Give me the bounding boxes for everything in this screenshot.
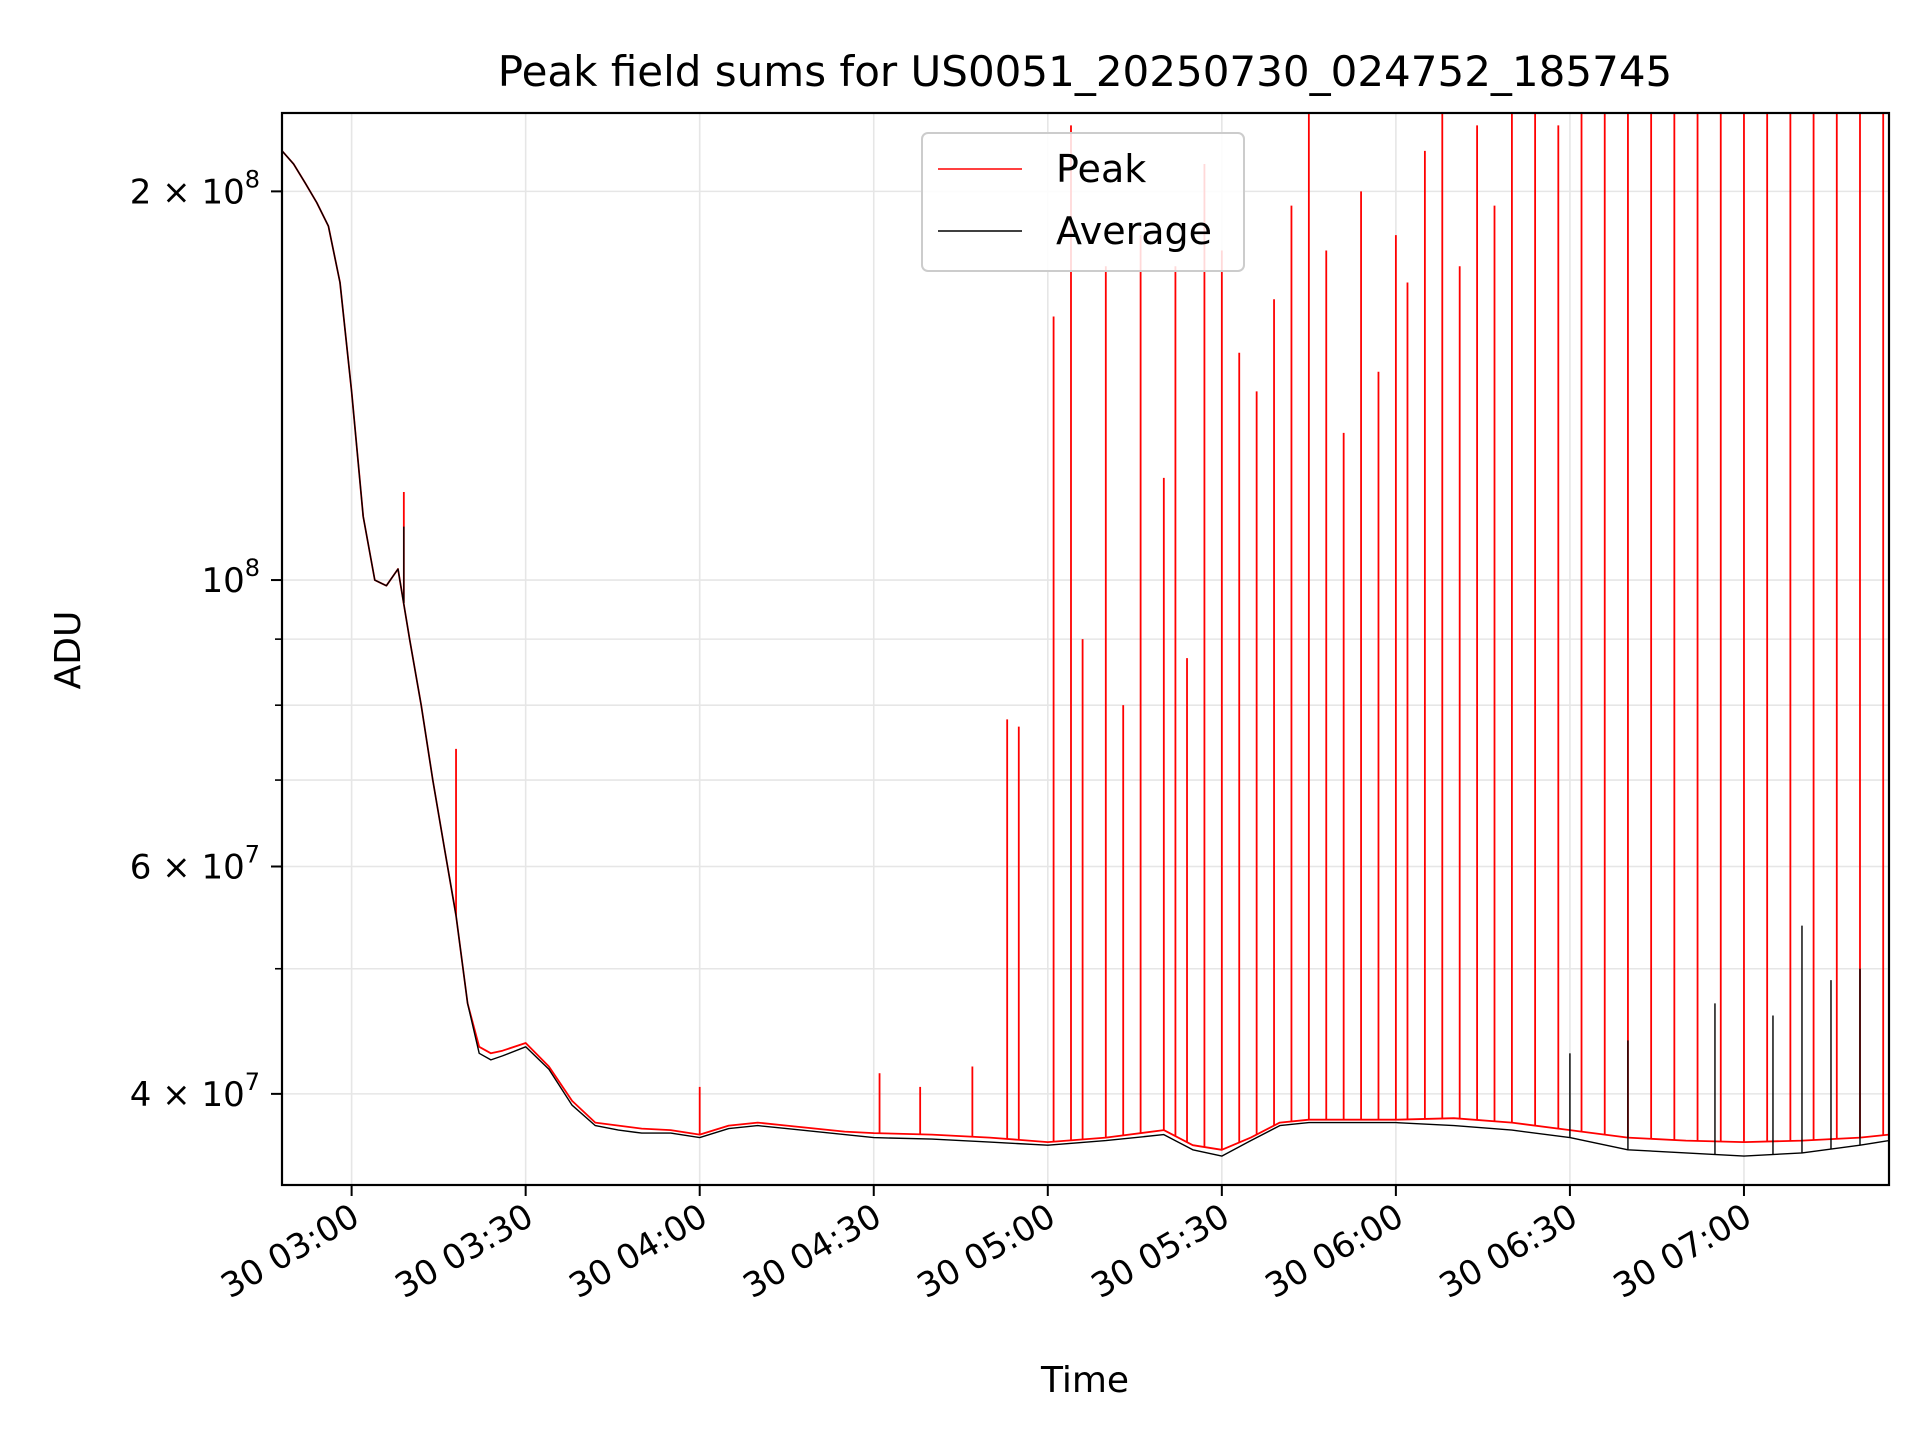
x-axis-label: Time	[1040, 1360, 1129, 1401]
y-axis-label: ADU	[48, 611, 89, 690]
series-line-average	[282, 150, 1889, 1157]
plot-frame	[280, 111, 1891, 1187]
y-tick-label: 108	[201, 554, 260, 601]
y-axis: 4 × 107 6 × 107 108 2 × 108	[130, 165, 282, 1115]
chart-title: Peak field sums for US0051_20250730_0247…	[498, 47, 1673, 96]
y-tick-label: 2 × 108	[130, 165, 260, 212]
y-tick-label: 6 × 107	[130, 841, 260, 888]
series-layer	[282, 113, 1889, 1157]
legend-box	[921, 132, 1245, 272]
legend-label-peak: Peak	[1056, 147, 1146, 191]
y-tick-label: 4 × 107	[130, 1068, 260, 1115]
legend: Peak Average	[921, 132, 1245, 272]
legend-label-average: Average	[1056, 209, 1212, 253]
